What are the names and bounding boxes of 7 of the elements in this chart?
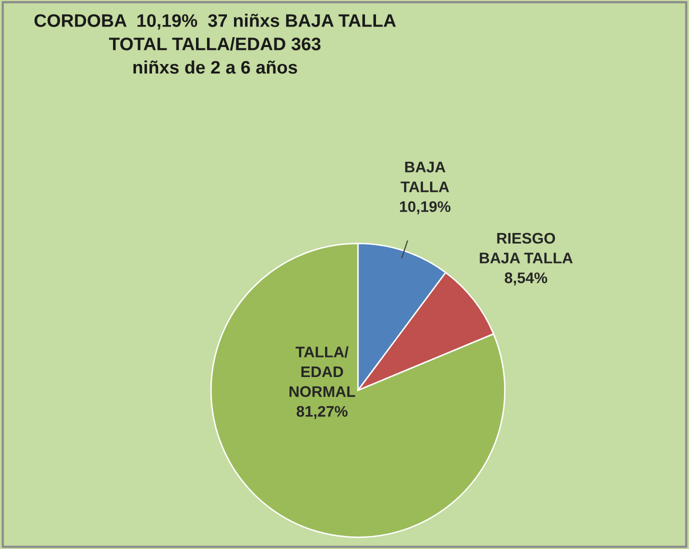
slice-label: BAJA TALLA	[400, 162, 450, 192]
slice-label: RIESGO BAJA TALLA	[480, 232, 573, 264]
data-label: 10,19%	[400, 201, 450, 214]
slice-label: TALLA/ EDAD NORMAL	[290, 346, 356, 397]
chart-title: CORDOBA 10,19% 37 niñxs BAJA TALLA TOTAL TALLA/EDAD 363 niñxs de 2 a 6 años	[34, 14, 396, 74]
data-label: 8,54%	[504, 272, 548, 286]
data-label: 81,27%	[296, 406, 348, 419]
